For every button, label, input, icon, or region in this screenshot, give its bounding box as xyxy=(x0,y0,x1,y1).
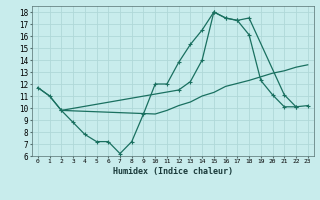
X-axis label: Humidex (Indice chaleur): Humidex (Indice chaleur) xyxy=(113,167,233,176)
